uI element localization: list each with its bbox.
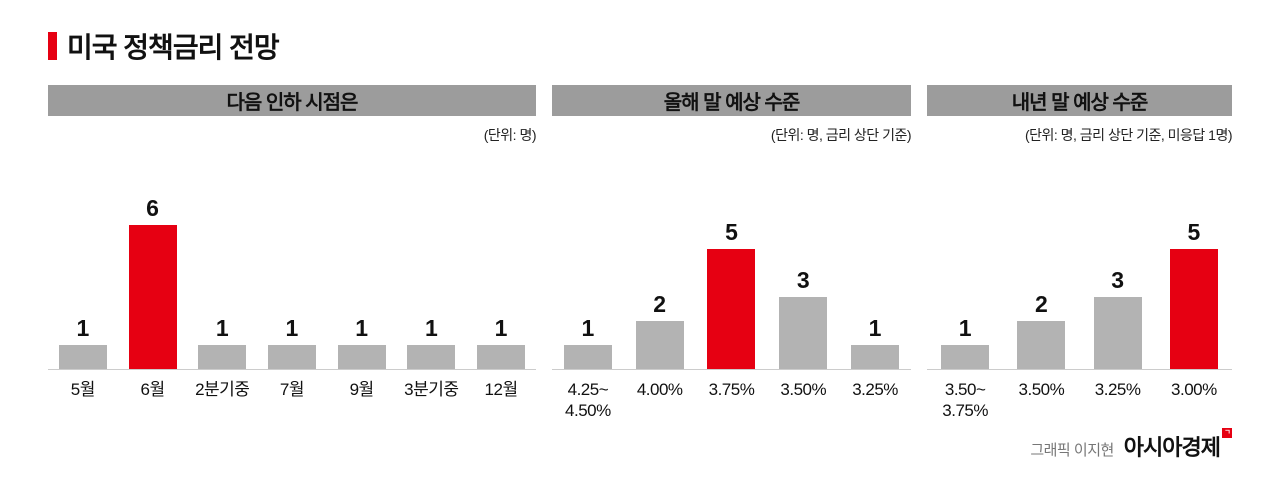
bar-column: 1: [851, 315, 900, 369]
bar-value-label: 1: [868, 315, 882, 341]
category-label: 4.25~ 4.50%: [565, 380, 611, 421]
category-label: 3.00%: [1171, 380, 1217, 399]
bar-column: 5: [707, 219, 756, 369]
bar-plot: 1 2 3 5: [927, 143, 1232, 370]
bar-value-label: 1: [494, 315, 508, 341]
bar-highlighted: [128, 225, 177, 369]
bar: [851, 345, 900, 369]
chart-panel-year-end: 올해 말 예상 수준 (단위: 명, 금리 상단 기준) 1 2 5 3 1 4.25~…: [552, 85, 912, 422]
bar: [1017, 321, 1066, 369]
brand-logo: 아시아경제 ㄱ: [1123, 428, 1232, 462]
brand-logo-mark-icon: ㄱ: [1222, 428, 1232, 438]
bar-value-label: 1: [285, 315, 299, 341]
category-label: 3.25%: [1094, 380, 1141, 399]
category-label: 3.50%: [780, 380, 827, 399]
bar-column: 2: [1017, 291, 1066, 369]
bar-column: 1: [267, 315, 316, 369]
chart-title: 다음 인하 시점은: [48, 85, 536, 116]
bar-value-label: 2: [1034, 291, 1048, 317]
bar-column: 1: [337, 315, 386, 369]
bar-column: 1: [941, 315, 990, 369]
bar-value-label: 1: [424, 315, 438, 341]
bar-highlighted: [1169, 249, 1218, 369]
bar: [337, 345, 386, 369]
bar-column: 3: [779, 267, 828, 369]
title-accent-bar: [48, 32, 57, 60]
bar-value-label: 3: [1111, 267, 1125, 293]
bar-column: 1: [58, 315, 107, 369]
bar-value-label: 6: [146, 195, 159, 221]
chart-title: 올해 말 예상 수준: [552, 85, 911, 116]
bar-value-label: 1: [215, 315, 229, 341]
bar-column: 1: [198, 315, 247, 369]
chart-title: 내년 말 예상 수준: [927, 85, 1232, 116]
bar: [779, 297, 828, 369]
bar-plot: 1 2 5 3 1: [552, 143, 911, 370]
chart-panel-next-year-end: 내년 말 예상 수준 (단위: 명, 금리 상단 기준, 미응답 1명) 1 2 3…: [927, 85, 1233, 422]
title-row: 미국 정책금리 전망: [48, 26, 280, 66]
category-label: 6월: [140, 380, 165, 399]
footer: 그래픽 이지현 아시아경제 ㄱ: [1030, 428, 1232, 462]
bar-column: 5: [1169, 219, 1218, 369]
bar: [941, 345, 990, 369]
category-label: 7월: [279, 380, 305, 399]
x-axis: 3.50~ 3.75% 3.50% 3.25% 3.00%: [927, 379, 1232, 422]
bar-value-label: 1: [958, 315, 972, 341]
bar-column: 1: [477, 315, 526, 369]
bar: [1093, 297, 1142, 369]
x-axis: 4.25~ 4.50% 4.00% 3.75% 3.50% 3.25%: [552, 379, 911, 422]
bar-value-label: 1: [355, 315, 369, 341]
graphic-credit: 그래픽 이지현: [1030, 442, 1114, 459]
bar-value-label: 3: [796, 267, 810, 293]
category-label: 3.25%: [852, 380, 898, 399]
bar-value-label: 1: [76, 315, 90, 341]
bar-value-label: 5: [725, 219, 738, 245]
unit-note: (단위: 명, 금리 상단 기준): [770, 127, 912, 143]
unit-note: (단위: 명): [483, 127, 537, 143]
page-title: 미국 정책금리 전망: [67, 32, 280, 63]
bar: [198, 345, 247, 369]
bar-highlighted: [707, 249, 756, 369]
category-label: 3.50%: [1018, 380, 1065, 399]
bar-column: 2: [635, 291, 684, 369]
bar-column: 1: [563, 315, 612, 369]
category-label: 2분기중: [195, 380, 250, 399]
category-label: 5월: [70, 380, 96, 399]
bar-column: 6: [128, 195, 177, 369]
bar-value-label: 1: [581, 315, 595, 341]
bar: [477, 345, 526, 369]
bar-value-label: 5: [1187, 219, 1201, 245]
bar-column: 1: [407, 315, 456, 369]
category-label: 9월: [349, 380, 375, 399]
category-label: 3분기중: [404, 380, 459, 399]
x-axis: 5월 6월 2분기중 7월 9월 3분기중 12월: [48, 379, 536, 400]
unit-note: (단위: 명, 금리 상단 기준, 미응답 1명): [1024, 127, 1233, 143]
bar-value-label: 2: [653, 291, 667, 317]
bar: [563, 345, 612, 369]
category-label: 4.00%: [636, 380, 683, 399]
bar: [635, 321, 684, 369]
bar: [58, 345, 107, 369]
category-label: 12월: [484, 380, 519, 399]
category-label: 3.75%: [708, 380, 755, 399]
category-label: 3.50~ 3.75%: [942, 380, 988, 421]
bar: [267, 345, 316, 369]
bar: [407, 345, 456, 369]
brand-logo-text: 아시아경제: [1123, 435, 1221, 460]
bar-column: 3: [1093, 267, 1142, 369]
